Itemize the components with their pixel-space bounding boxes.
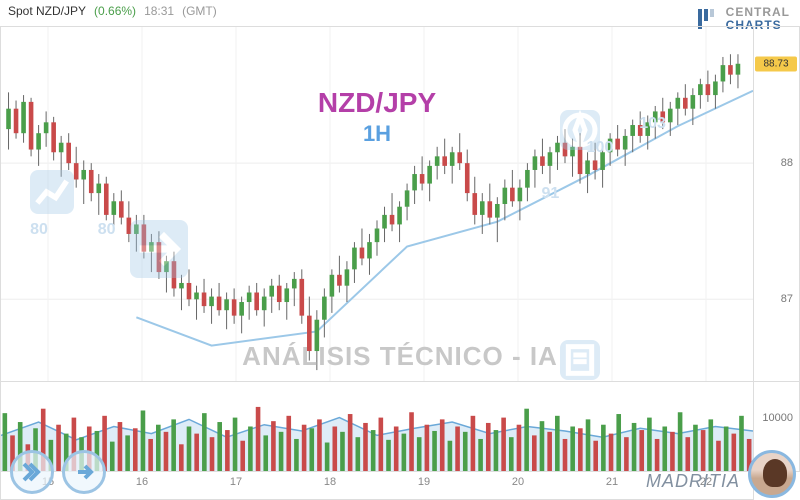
current-price-tag: 88.73 <box>755 56 797 71</box>
volume-chart[interactable] <box>0 382 754 472</box>
wm-number: 100 <box>587 139 614 157</box>
timeframe-label: 1H <box>318 121 436 147</box>
price-axis: 88.73 87 88 <box>754 26 800 382</box>
wm-number: 80 <box>98 221 116 239</box>
nav-prev-button[interactable] <box>10 450 54 494</box>
volume-tick: 10000 <box>762 412 793 424</box>
instrument-label: Spot NZD/JPY <box>8 4 86 18</box>
pair-label: NZD/JPY <box>318 87 436 119</box>
time-tick: 18 <box>324 476 336 488</box>
time-tick: 17 <box>230 476 242 488</box>
wm-arrow-icon <box>130 220 188 278</box>
chart-header: Spot NZD/JPY (0.66%) 18:31 (GMT) <box>0 0 800 22</box>
timezone: (GMT) <box>182 4 217 18</box>
time-tick: 19 <box>418 476 430 488</box>
price-tick: 87 <box>781 293 793 305</box>
time-tick: 21 <box>606 476 618 488</box>
wm-doc-icon <box>560 340 600 380</box>
ta-watermark: ANÁLISIS TÉCNICO - IA <box>242 341 558 372</box>
wm-chart-icon <box>30 170 74 214</box>
time-axis: 1516171819202122 <box>0 472 754 500</box>
time-tick: 20 <box>512 476 524 488</box>
author-label: MADRITIA <box>646 471 740 492</box>
price-tick: 88 <box>781 157 793 169</box>
change-pct: (0.66%) <box>94 4 136 18</box>
wm-number: 103 <box>639 115 666 133</box>
author-avatar[interactable] <box>748 450 796 498</box>
nav-next-button[interactable] <box>62 450 106 494</box>
wm-number: 80 <box>30 221 48 239</box>
timestamp: 18:31 <box>144 4 174 18</box>
main-chart[interactable]: NZD/JPY 1H <box>0 26 754 382</box>
wm-number: 91 <box>541 185 559 203</box>
volume-svg <box>1 382 753 471</box>
time-tick: 16 <box>136 476 148 488</box>
candlestick-svg <box>1 27 753 381</box>
chart-title: NZD/JPY 1H <box>318 87 436 147</box>
